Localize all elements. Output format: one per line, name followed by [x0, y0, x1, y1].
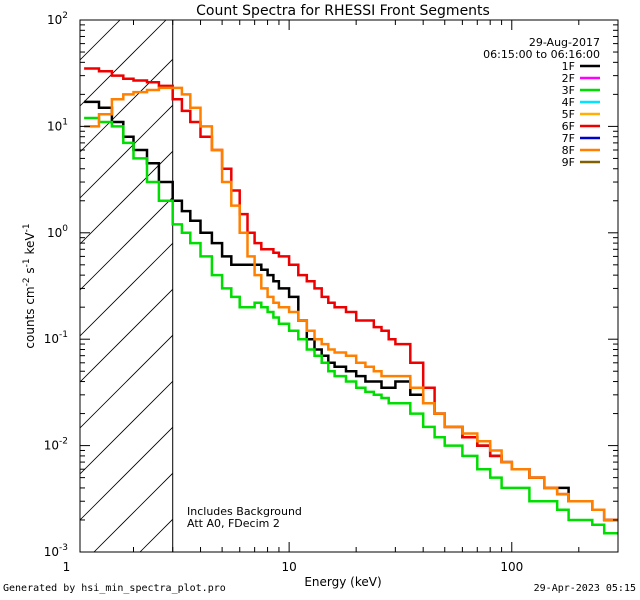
generated-by-footer: Generated by hsi_min_spectra_plot.pro — [3, 583, 226, 594]
hatch-line — [80, 426, 173, 521]
legend-label: 8F — [562, 144, 575, 157]
series-6F — [84, 67, 618, 522]
legend-label: 5F — [562, 108, 575, 121]
excluded-energy-hatch — [80, 20, 173, 552]
y-tick-label: 10-3 — [44, 543, 68, 559]
plot-frame — [79, 19, 619, 553]
annotation-text: Att A0, FDecim 2 — [187, 517, 280, 530]
hatch-line — [80, 380, 173, 475]
y-axis-label: counts cm-2 s-1 keV-1 — [22, 223, 37, 348]
y-label-prefix: counts cm — [23, 286, 37, 348]
hatch-line — [80, 242, 173, 337]
x-tick-label: 1 — [63, 560, 71, 574]
legend-label: 1F — [562, 60, 575, 73]
x-axis-label: Energy (keV) — [304, 575, 381, 589]
y-label-s: s — [23, 267, 37, 277]
legend-label: 2F — [562, 72, 575, 85]
legend-label: 3F — [562, 84, 575, 97]
legend-header: 06:15:00 to 06:16:00 — [483, 48, 600, 61]
annotation-text: Includes Background — [187, 505, 302, 518]
y-label-exp: -1 — [22, 258, 32, 267]
x-tick-label: 10 — [281, 560, 296, 574]
y-label-kev: keV — [23, 232, 37, 259]
y-tick-label: 10-2 — [44, 437, 68, 453]
hatch-line — [80, 20, 167, 107]
y-tick-label: 102 — [47, 11, 68, 27]
y-label-exp: -1 — [22, 223, 32, 232]
hatch-line — [80, 288, 173, 383]
hatch-line — [80, 150, 173, 245]
render-date-footer: 29-Apr-2023 05:15 — [533, 583, 636, 594]
legend-label: 6F — [562, 120, 575, 133]
hatch-line — [93, 472, 173, 552]
series-8F — [84, 86, 618, 522]
hatch-line — [80, 58, 173, 153]
hatch-line — [80, 334, 173, 429]
hatch-line — [80, 196, 173, 291]
series-3F — [84, 116, 618, 535]
legend-label: 9F — [562, 156, 575, 169]
legend-label: 4F — [562, 96, 575, 109]
y-tick-label: 100 — [47, 224, 68, 240]
legend-header: 29-Aug-2017 — [529, 36, 600, 49]
legend-label: 7F — [562, 132, 575, 145]
y-label-exp: -2 — [22, 277, 32, 286]
y-tick-label: 101 — [47, 117, 68, 133]
y-tick-label: 10-1 — [44, 330, 68, 346]
chart-title: Count Spectra for RHESSI Front Segments — [196, 3, 490, 19]
x-tick-label: 100 — [500, 560, 523, 574]
hatch-line — [80, 104, 173, 199]
